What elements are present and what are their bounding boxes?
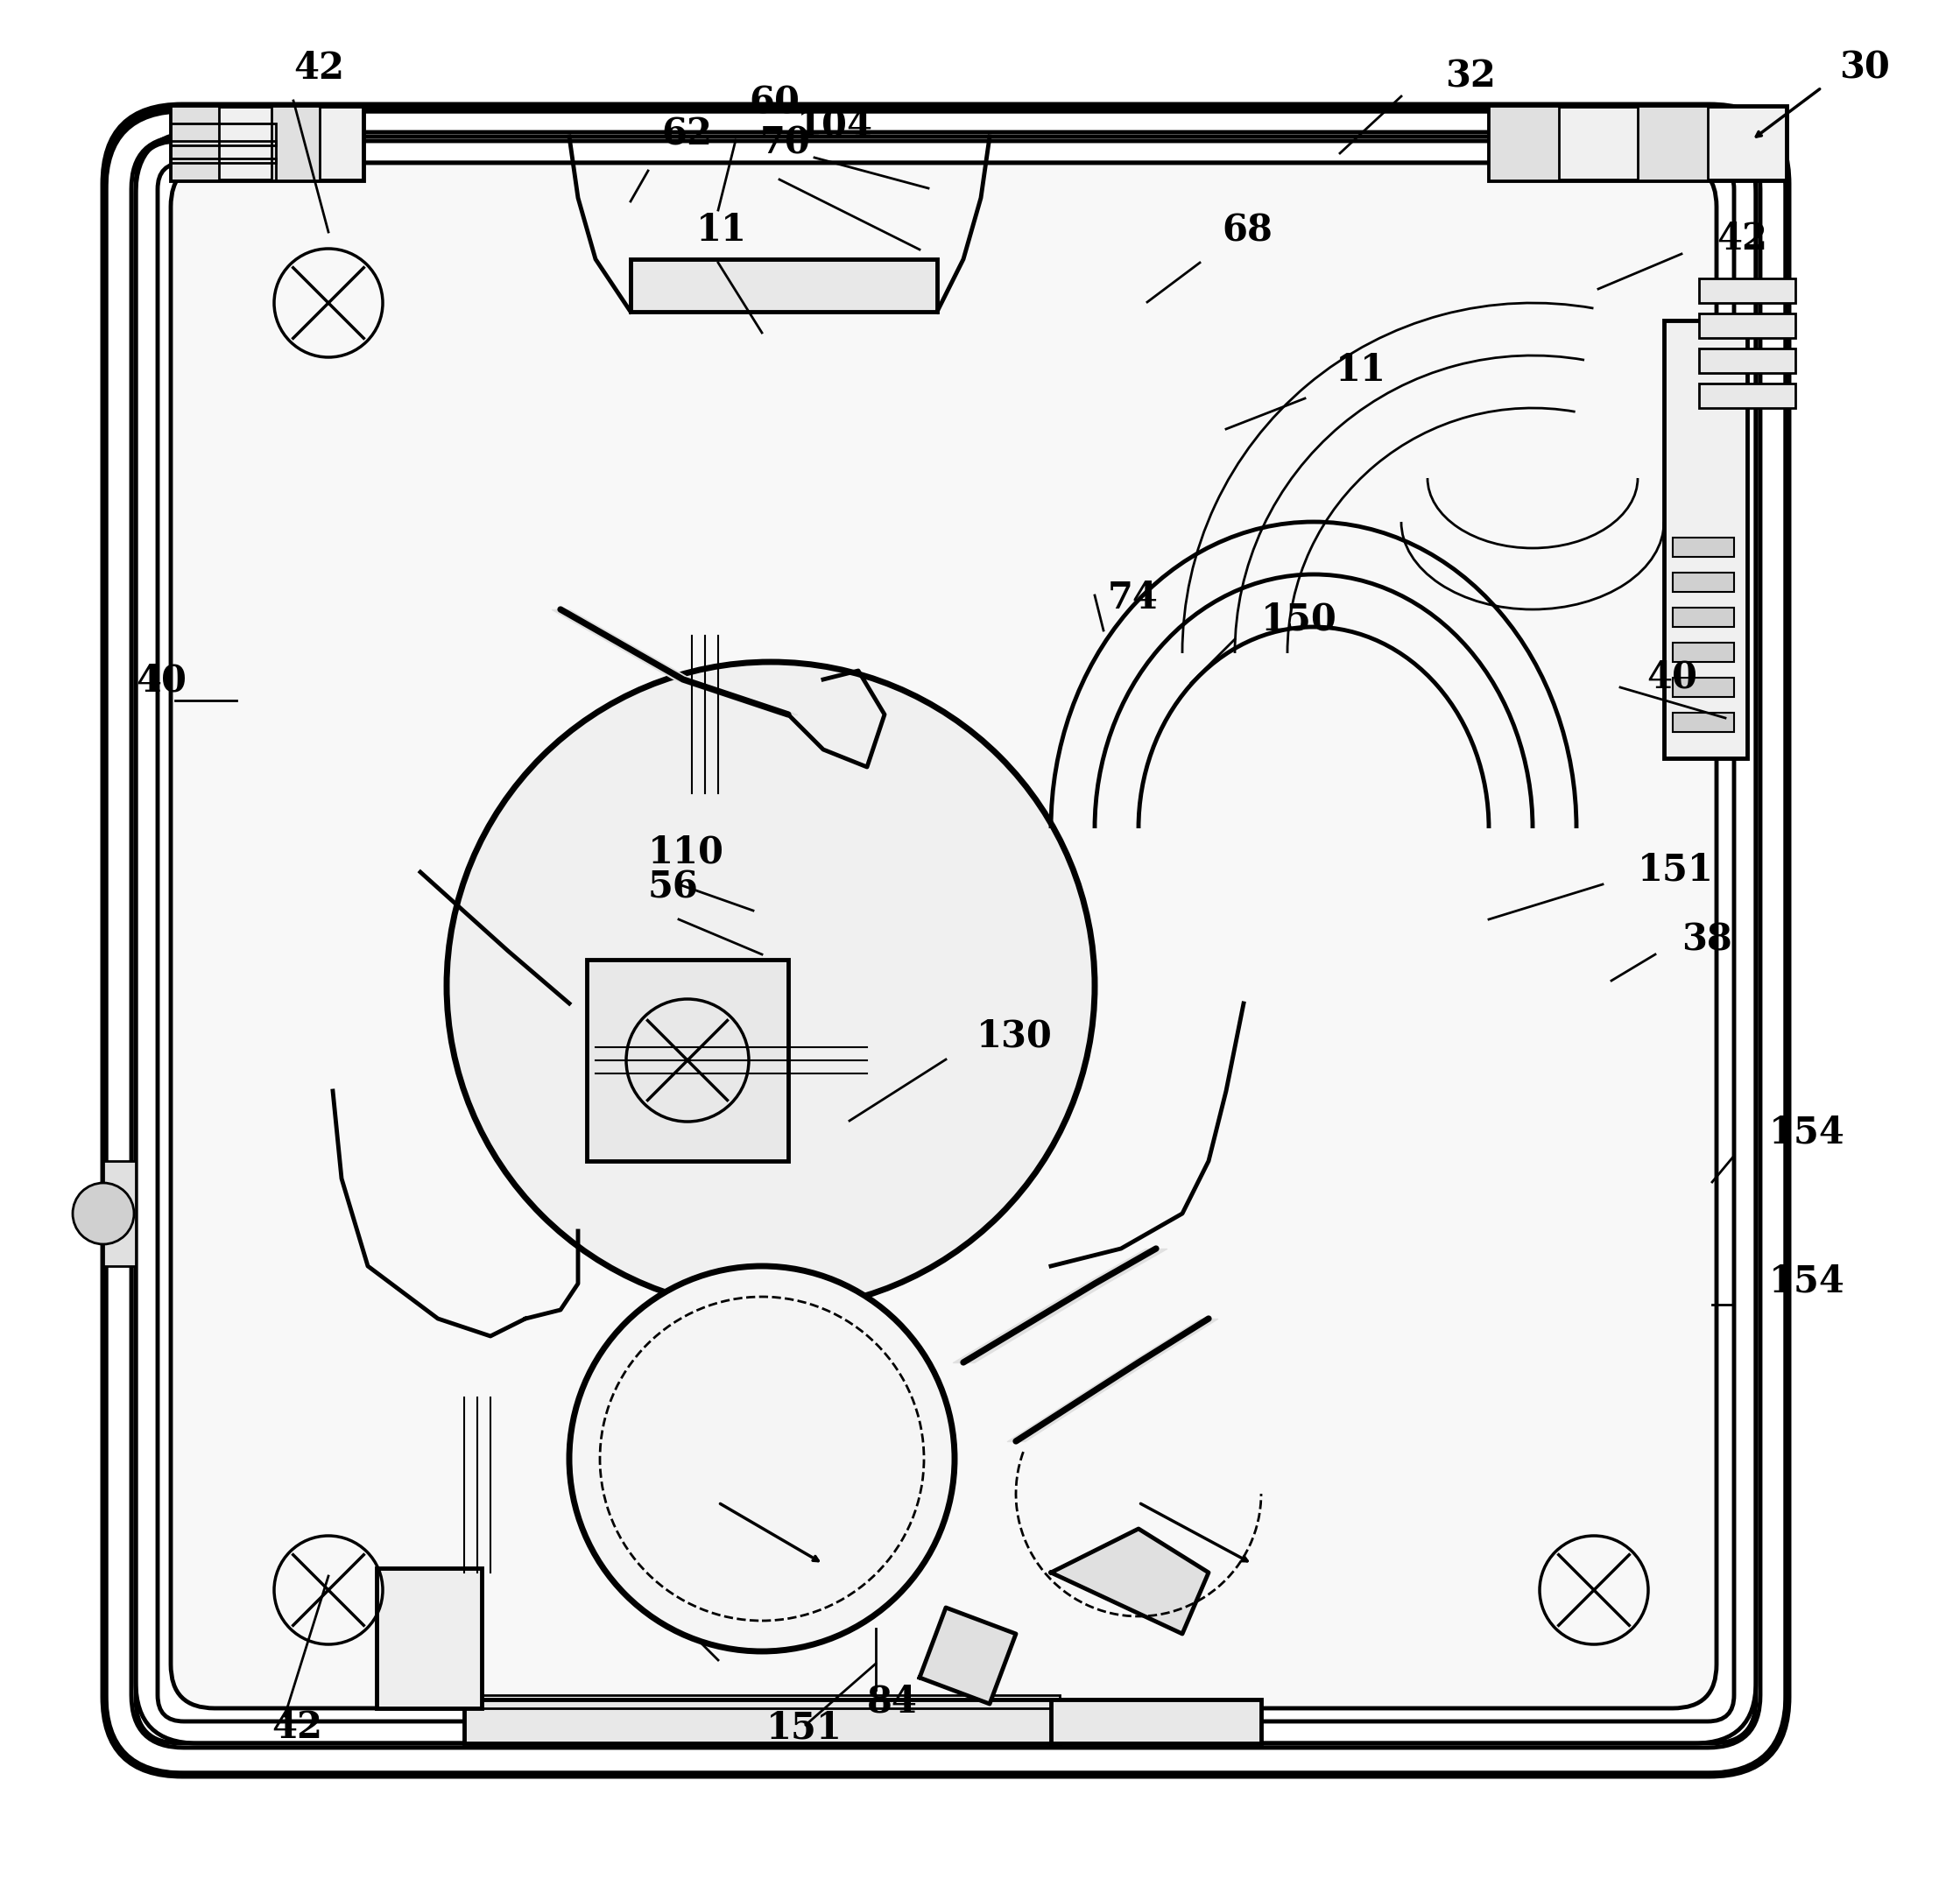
- FancyBboxPatch shape: [171, 163, 1717, 1708]
- Text: 30: 30: [1838, 51, 1889, 86]
- Bar: [1490, 105, 1788, 180]
- Bar: [1672, 573, 1735, 592]
- Bar: [1672, 712, 1735, 733]
- Bar: [465, 1699, 1060, 1744]
- Text: 68: 68: [1221, 212, 1272, 248]
- Bar: [1639, 105, 1707, 180]
- Text: 62: 62: [661, 116, 711, 152]
- Text: 110: 110: [649, 834, 725, 870]
- Text: 11: 11: [1335, 351, 1386, 389]
- Bar: [586, 960, 788, 1161]
- Text: 154: 154: [1770, 1263, 1844, 1300]
- Bar: [465, 1695, 1060, 1708]
- Bar: [171, 105, 363, 180]
- Circle shape: [447, 661, 1096, 1310]
- Text: 11: 11: [696, 212, 747, 248]
- Bar: [171, 141, 276, 163]
- Bar: [1672, 537, 1735, 556]
- Polygon shape: [919, 1608, 1015, 1704]
- Text: 104: 104: [798, 107, 872, 143]
- Text: 40: 40: [1646, 658, 1697, 695]
- Text: 42: 42: [294, 51, 345, 86]
- Bar: [1672, 643, 1735, 661]
- Text: 74: 74: [1107, 579, 1158, 616]
- Text: 154: 154: [1770, 1114, 1844, 1150]
- Bar: [1699, 278, 1795, 303]
- Text: 40: 40: [135, 663, 186, 699]
- Text: 151: 151: [766, 1710, 843, 1746]
- Bar: [1699, 348, 1795, 374]
- Bar: [104, 1161, 135, 1266]
- Text: 56: 56: [649, 868, 700, 906]
- Text: 151: 151: [1639, 851, 1713, 889]
- Circle shape: [568, 1266, 955, 1652]
- Text: 84: 84: [866, 1684, 917, 1719]
- Text: 60: 60: [749, 85, 800, 122]
- Bar: [1490, 105, 1558, 180]
- Bar: [171, 158, 276, 180]
- Bar: [376, 1569, 482, 1708]
- Text: 32: 32: [1445, 58, 1495, 96]
- Circle shape: [73, 1184, 133, 1244]
- Text: 150: 150: [1260, 601, 1337, 639]
- Text: 42: 42: [1717, 220, 1768, 257]
- Text: 130: 130: [976, 1017, 1053, 1054]
- Bar: [1699, 383, 1795, 408]
- Text: 38: 38: [1682, 921, 1733, 958]
- Bar: [1672, 607, 1735, 628]
- Text: 42: 42: [272, 1710, 321, 1746]
- Bar: [171, 105, 220, 180]
- Text: 70: 70: [760, 124, 811, 162]
- Bar: [1672, 678, 1735, 697]
- Bar: [171, 124, 276, 145]
- Bar: [1051, 1699, 1260, 1744]
- Bar: [1664, 321, 1746, 759]
- Bar: [631, 259, 937, 312]
- Bar: [1699, 314, 1795, 338]
- Polygon shape: [1051, 1530, 1209, 1635]
- Bar: [272, 105, 319, 180]
